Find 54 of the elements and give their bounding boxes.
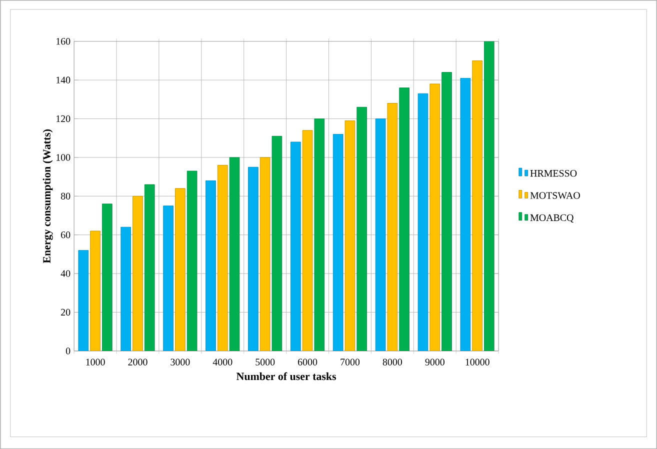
bar — [472, 60, 482, 351]
bar — [302, 130, 313, 351]
bar — [375, 118, 386, 351]
x-tick-label: 8000 — [382, 358, 402, 366]
x-tick-label: 5000 — [256, 358, 275, 366]
bar — [387, 102, 398, 351]
bar — [144, 184, 155, 351]
x-tick-label: 9000 — [425, 358, 444, 366]
legend-label: MOABCQ — [530, 214, 574, 222]
bar — [418, 93, 428, 351]
bar — [120, 226, 132, 351]
bar — [442, 72, 452, 351]
bar — [175, 188, 186, 351]
legend-label: HRMESSO — [530, 170, 577, 177]
bar — [102, 204, 112, 351]
bar — [206, 180, 216, 351]
x-axis-title: Number of user tasks — [236, 372, 336, 380]
y-tick-label: 80 — [60, 192, 70, 200]
bar — [272, 136, 282, 351]
y-tick-label: 40 — [60, 270, 70, 277]
y-tick-label: 140 — [56, 76, 70, 84]
y-axis-title: Energy consumption (Watts) — [42, 129, 53, 264]
bar — [229, 157, 240, 351]
y-tick-label: 20 — [61, 308, 70, 316]
bar — [260, 157, 270, 351]
x-tick-label: 10000 — [466, 358, 490, 366]
bar — [217, 164, 228, 351]
x-tick-label: 1000 — [86, 358, 105, 366]
bar — [332, 134, 344, 351]
y-tick-label: 0 — [66, 347, 70, 354]
x-tick-label: 7000 — [340, 358, 360, 366]
x-tick-label: 3000 — [170, 358, 190, 366]
x-tick-label: 4000 — [212, 358, 232, 366]
bar — [460, 78, 471, 351]
bar — [314, 118, 325, 351]
y-tick-label: 160 — [56, 38, 70, 45]
bar — [290, 142, 301, 351]
bar — [132, 196, 143, 351]
y-tick-label: 60 — [61, 231, 70, 238]
bar — [186, 170, 198, 351]
bar — [163, 206, 174, 351]
bar — [344, 120, 356, 351]
bar — [430, 84, 440, 351]
bar — [356, 106, 368, 351]
bar — [484, 41, 494, 351]
bar — [90, 230, 100, 351]
legend-label: MOTSWAO — [530, 192, 580, 199]
y-tick-label: 100 — [56, 154, 70, 161]
bar — [399, 87, 410, 351]
y-tick-label: 120 — [56, 115, 70, 122]
bar — [248, 166, 258, 351]
x-tick-label: 6000 — [298, 358, 318, 366]
x-tick-label: 2000 — [128, 358, 148, 366]
bar — [78, 250, 89, 351]
